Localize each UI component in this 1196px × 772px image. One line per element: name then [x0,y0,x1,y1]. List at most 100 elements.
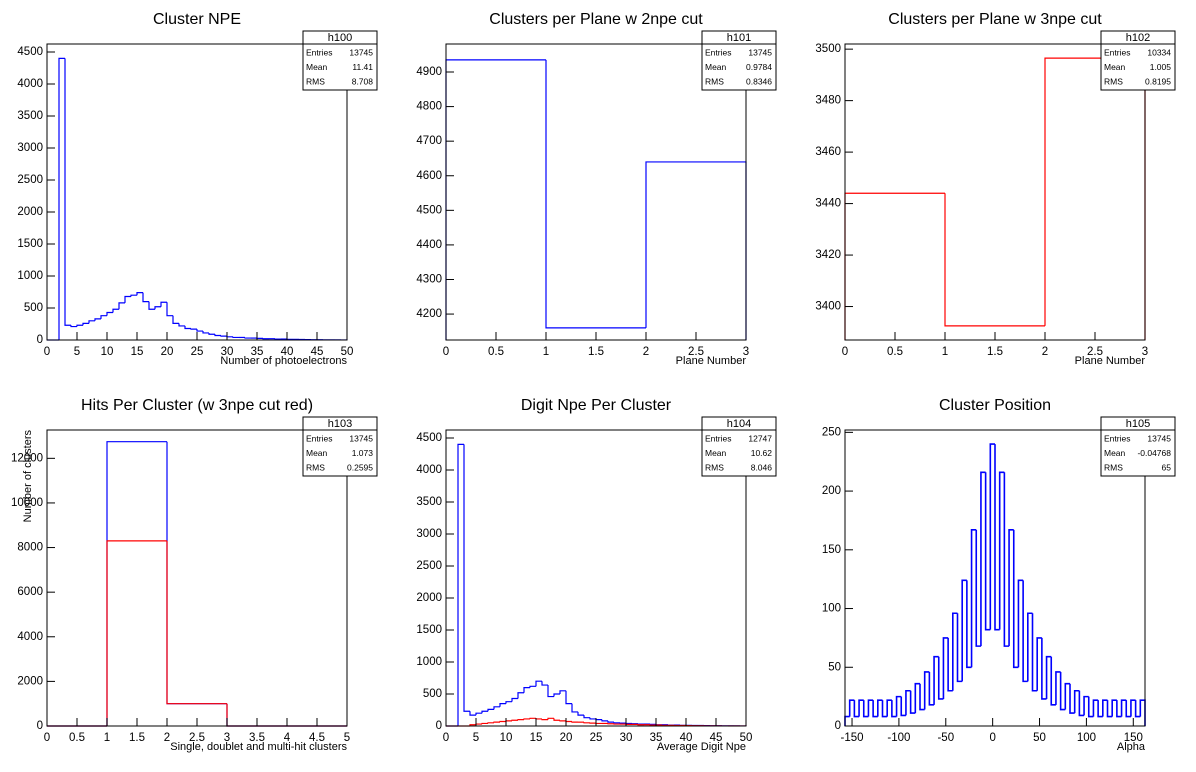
histogram-bin [100,315,107,319]
histogram-bin [914,682,920,714]
histogram-bin [553,693,560,697]
histogram-bin [923,671,930,710]
histogram-bin [583,722,590,724]
histogram-bin [1073,689,1080,714]
y-tick-label: 4500 [17,46,43,58]
stats-value: 11.41 [352,62,373,72]
x-tick-label: 50 [1033,732,1046,744]
y-tick-label: 4300 [416,274,442,286]
y-tick-label: 0 [37,334,43,346]
x-tick-label: 10 [500,732,513,744]
stats-value: 1.073 [352,448,374,458]
histogram-bin [844,715,850,726]
histogram-bin [475,712,482,716]
y-tick-label: 4500 [416,204,442,216]
histogram-bin [493,706,500,710]
plot-frame [844,43,1146,341]
histogram-bin [70,325,77,328]
histogram-bin [553,718,560,721]
x-tick-label: 35 [650,732,663,744]
chart-title: Cluster Position [939,397,1051,414]
histogram-bin [1008,529,1014,647]
stats-label: Mean [306,448,328,458]
stats-box [302,30,378,91]
x-tick-label: 2.5 [688,346,704,358]
stats-value: 12747 [748,433,772,443]
stats-label: RMS [306,462,325,472]
y-tick-label: 6000 [17,586,43,598]
panel: Clusters per Plane w 3npe cut 0 0.5 1 1.5 2 2.… [815,11,1176,367]
histogram-bin [1092,699,1099,717]
stats-title: h100 [328,32,352,44]
histogram-bin [487,722,494,724]
histogram-bin [905,689,911,716]
histogram-bin [106,311,113,316]
stats-label: Entries [705,433,731,443]
histogram-bin [1125,700,1131,718]
histogram-bin [541,718,548,721]
y-tick-label: 10000 [11,497,43,509]
y-tick-label: 500 [423,688,442,700]
histogram-bin [124,295,131,303]
y-tick-label: 0 [37,720,43,732]
histogram-bin [511,697,518,702]
histogram-bin [1116,700,1122,718]
y-tick-label: 3000 [17,142,43,154]
y-tick-label: 3500 [815,43,841,55]
histogram-bin [166,302,173,317]
y-axis-label: Number of clusters [22,430,34,523]
x-tick-label: 15 [131,346,144,358]
histogram-bin [947,637,953,692]
histogram-bin [645,161,747,340]
histogram-bin [196,329,203,332]
histogram-bin [487,708,494,712]
histogram-bin [565,720,572,723]
y-tick-label: 4000 [17,631,43,643]
x-tick-label: 45 [710,732,723,744]
x-tick-label: 0 [443,346,449,358]
histogram-bin [1059,671,1066,711]
y-tick-label: 2500 [416,560,442,572]
histogram-bin [94,318,101,321]
x-tick-label: 0 [44,346,50,358]
histogram-bin [1097,700,1103,718]
y-tick-label: 150 [822,544,841,556]
histogram-bin [1045,655,1052,699]
histogram-bin [1017,579,1024,668]
histogram-bin [178,323,185,327]
histogram-bin [172,315,179,324]
y-tick-label: 4900 [416,66,442,78]
histogram-bin [481,722,488,725]
x-tick-label: 50 [740,732,753,744]
y-tick-label: 1000 [17,270,43,282]
stats-title: h101 [727,32,751,44]
histogram-bin [541,681,548,686]
plot-frame [844,429,1146,727]
y-tick-label: 2500 [17,174,43,186]
x-tick-label: 20 [161,346,174,358]
panel: Hits Per Cluster (w 3npe cut red) 0 0.5 1 1.… [11,397,378,753]
histogram-bin [881,700,888,718]
x-tick-label: 2 [1042,346,1048,358]
x-tick-label: 4 [284,732,291,744]
histogram-bin [220,335,227,337]
histogram-bin [130,294,137,297]
x-tick-label: 10 [101,346,114,358]
histogram-bin [190,328,197,330]
stats-box [1100,416,1176,477]
histogram-bin [1106,700,1113,718]
histogram-bin [1078,690,1085,717]
y-tick-label: 3500 [17,110,43,122]
histogram-bin [547,685,554,698]
y-tick-label: 2000 [17,675,43,687]
stats-value: 13745 [349,433,373,443]
histogram-bin [106,540,167,726]
histogram-bin [1102,699,1108,717]
x-tick-label: 40 [680,732,693,744]
histogram-bin [589,717,596,720]
histogram-bin [136,292,143,296]
histogram-bin [1044,57,1146,340]
x-tick-label: 20 [560,732,573,744]
